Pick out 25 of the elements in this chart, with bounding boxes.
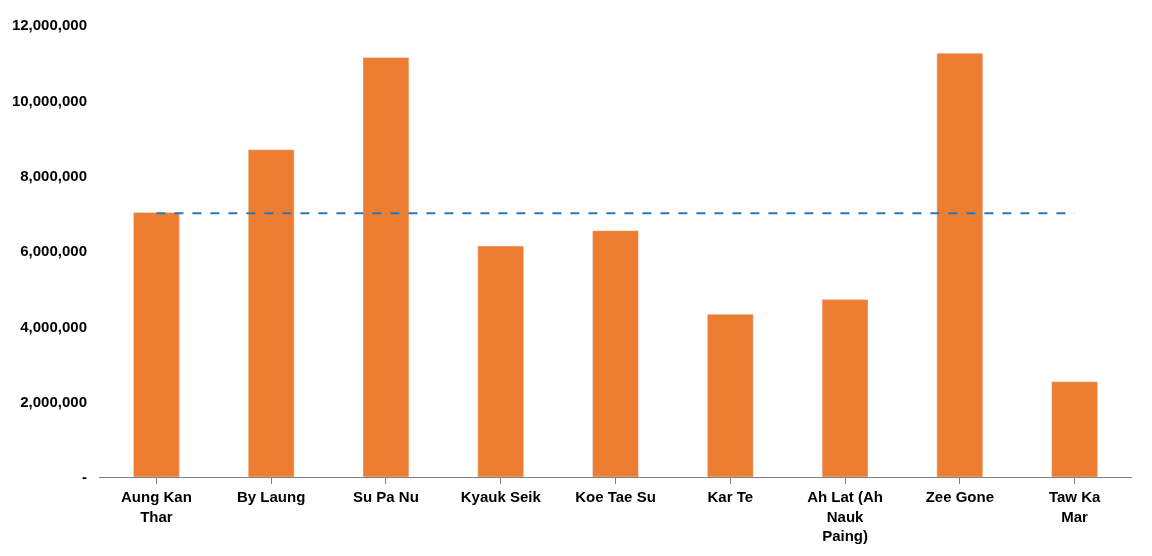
- x-tick-label: Zee Gone: [925, 488, 995, 505]
- x-tick-label: Koe Tae Su: [575, 488, 656, 505]
- x-tick-label: Aung Kan Thar: [120, 488, 192, 525]
- y-tick-label: -: [82, 468, 87, 486]
- x-tick-label: Kyauk Seik: [460, 488, 542, 505]
- x-tick-label: Taw Ka Mar: [1048, 488, 1101, 525]
- bar: [247, 149, 295, 477]
- y-tick-label: 12,000,000: [11, 16, 87, 34]
- bar: [592, 230, 639, 477]
- bar: [707, 314, 754, 477]
- y-tick-label: 10,000,000: [11, 91, 87, 109]
- bar: [477, 245, 524, 477]
- bar: [133, 212, 180, 477]
- bar: [362, 57, 410, 477]
- x-tick-label: Su Pa Nu: [353, 488, 419, 505]
- x-tick-label: Ah Lat (Ah Nauk Paing): [807, 488, 883, 544]
- x-tick-label: Kar Te: [707, 488, 754, 505]
- x-tick-label: By Laung: [237, 488, 306, 505]
- bar: [1051, 381, 1098, 477]
- y-tick-label: 8,000,000: [20, 166, 87, 184]
- y-tick-label: 2,000,000: [20, 392, 87, 410]
- bar: [821, 299, 869, 477]
- y-tick-label: 4,000,000: [20, 317, 87, 335]
- y-tick-label: 6,000,000: [20, 242, 87, 260]
- bar: [936, 53, 984, 477]
